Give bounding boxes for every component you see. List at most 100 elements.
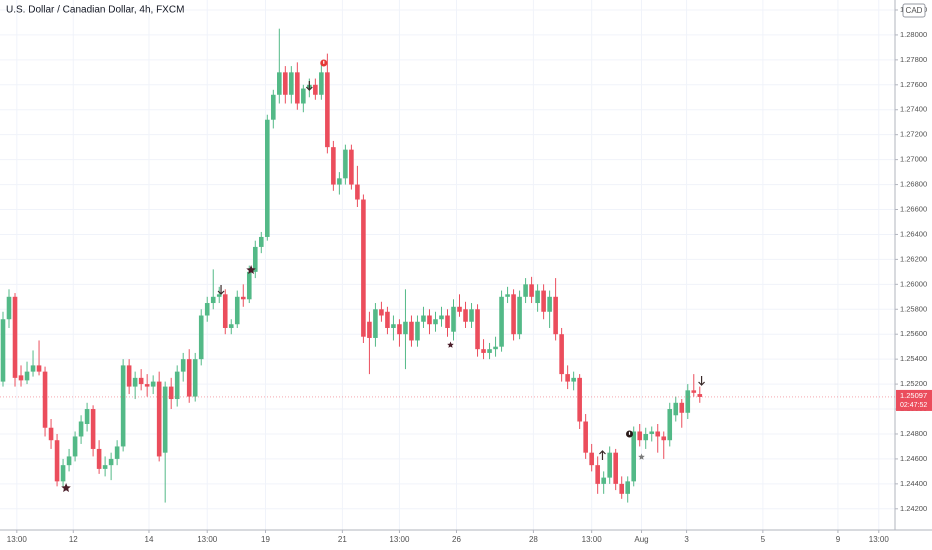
candle-body (499, 296, 504, 347)
candle-body (108, 458, 114, 466)
candle-body (475, 309, 480, 350)
currency-label: CAD (906, 6, 923, 15)
y-tick-label: 1.26800 (900, 180, 927, 189)
candle-body (325, 72, 330, 148)
candle-body (685, 390, 691, 413)
candle-body (54, 440, 60, 482)
candle-body (589, 452, 594, 466)
candle-body (595, 465, 600, 484)
candle-body (673, 402, 679, 416)
candle-body (523, 284, 528, 297)
candle-body (228, 324, 234, 328)
candle-body (42, 371, 48, 428)
candle-body (457, 306, 462, 312)
candle-body (403, 321, 408, 335)
candle-body (66, 456, 72, 466)
candle-body (679, 402, 685, 413)
candle-body (511, 294, 516, 335)
grid (0, 0, 895, 530)
y-tick-label: 1.27600 (900, 80, 927, 89)
candle-body (210, 296, 216, 304)
signal-star (61, 483, 71, 492)
currency-badge[interactable] (902, 3, 926, 18)
candle-body (90, 409, 96, 449)
x-tick-label: 5 (761, 535, 766, 544)
candle-body (289, 72, 294, 95)
y-tick-label: 1.26600 (900, 204, 927, 213)
candle-body (60, 465, 66, 482)
y-tick-label: 1.27800 (900, 55, 927, 64)
candle-body (144, 384, 150, 387)
y-tick-label: 1.28000 (900, 30, 927, 39)
candle-body (337, 178, 342, 185)
candle-body (487, 349, 492, 353)
y-tick-label: 1.26200 (900, 254, 927, 263)
candle-body (186, 359, 192, 397)
candle-body (643, 433, 649, 441)
candle-body (180, 359, 186, 372)
candle-body (529, 284, 534, 297)
candle-body (571, 377, 576, 382)
candle-body (252, 246, 258, 272)
candle-body (385, 311, 390, 328)
x-tick-label: 9 (836, 535, 841, 544)
candle-body (264, 119, 270, 237)
candle-body (607, 452, 612, 478)
y-tick-label: 1.24600 (900, 454, 927, 463)
candle-body (463, 309, 468, 322)
candle-body (102, 465, 108, 469)
candle-body (24, 371, 30, 381)
last-price-tag (896, 389, 932, 411)
candle-body (433, 319, 438, 325)
candle-body (162, 386, 168, 453)
y-tick-label: 1.25800 (900, 304, 927, 313)
candle-body (126, 365, 132, 387)
candle-body (48, 427, 54, 441)
candle-body (409, 321, 414, 341)
candle-body (138, 377, 144, 385)
candle-body (367, 321, 372, 338)
y-tick-label: 1.24200 (900, 504, 927, 513)
candle-body (541, 290, 546, 312)
x-tick-label: 21 (338, 535, 347, 544)
signal-arrow (698, 376, 706, 386)
last-price-label: 1.25097 (900, 391, 927, 400)
y-tick-label: 1.27200 (900, 130, 927, 139)
candle-body (601, 477, 606, 484)
candle-body (283, 72, 288, 95)
y-tick-label: 1.25400 (900, 354, 927, 363)
candle-body (277, 72, 282, 95)
candle-body (391, 324, 396, 328)
candle-body (553, 296, 558, 335)
candle-body (156, 381, 162, 457)
candle-body (619, 483, 624, 494)
candle-body (445, 315, 450, 328)
candle-body (439, 315, 444, 320)
candle-body (349, 149, 354, 185)
candle-body (301, 88, 306, 104)
time-axis-bg (0, 530, 932, 550)
candle-body (379, 309, 384, 316)
candle-body (637, 431, 643, 441)
candle-body (168, 386, 174, 400)
candle-body (319, 72, 324, 95)
x-tick-label: Aug (634, 535, 648, 544)
candles (0, 28, 706, 503)
candle-body (469, 309, 474, 322)
candle-body (295, 72, 300, 104)
candle-body (0, 319, 6, 382)
candle-body (331, 147, 336, 185)
candle-body (222, 294, 228, 328)
signal-alert-bar (628, 431, 631, 435)
candle-body (114, 446, 120, 459)
signal-arrow (305, 81, 313, 91)
signal-star (638, 453, 645, 460)
candle-body (661, 436, 667, 441)
candle-body (216, 294, 222, 297)
candle-body (517, 296, 522, 335)
candle-body (174, 371, 180, 400)
candle-body (631, 431, 637, 482)
candle-body (625, 481, 631, 494)
candle-body (667, 409, 673, 441)
